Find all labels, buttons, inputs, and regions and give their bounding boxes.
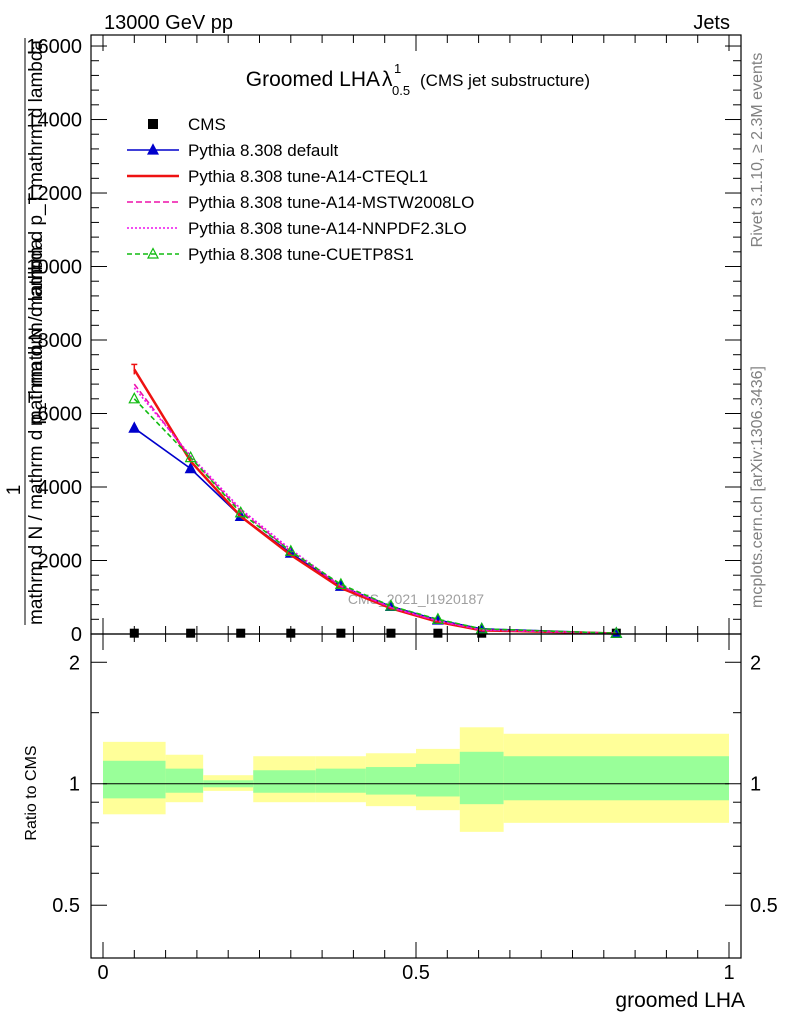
legend-marker-cuetp xyxy=(147,247,159,259)
series-marker-cuetp xyxy=(384,599,397,611)
series-marker-cuetp xyxy=(234,505,247,518)
title-superscript: 1 xyxy=(394,61,401,76)
series-line-cuetp xyxy=(133,398,617,635)
mcplots-label: mcplots.cern.ch [arXiv:1306.3436] xyxy=(749,366,766,608)
cms-data-point xyxy=(386,628,396,638)
ratio-y-axis-label: Ratio to CMS xyxy=(23,745,40,840)
plot-subtitle: (CMS jet substructure) xyxy=(420,71,590,90)
ratio-inner-band-bin xyxy=(416,763,460,797)
series-marker-cuetp xyxy=(284,544,297,556)
legend: CMS Pythia 8.308 default Pythia 8.308 tune… xyxy=(127,115,474,264)
series-marker-cuetp xyxy=(431,612,444,624)
category-label: Jets xyxy=(693,12,730,34)
ratio-y-tick-label-right: 1 xyxy=(750,774,761,796)
main-panel: Groomed LHA λ 1 0.5 (CMS jet substructur… xyxy=(4,34,742,646)
legend-marker-cms xyxy=(148,119,158,129)
x-tick-label: 1 xyxy=(723,962,734,984)
series-marker-cuetp xyxy=(334,577,347,589)
legend-entry-label: Pythia 8.308 tune-A14-CTEQL1 xyxy=(188,167,428,186)
main-axes: 0 2000 4000 6000 8000 10000 12000 14000 16000 xyxy=(26,34,742,646)
series-marker-cuetp xyxy=(184,450,197,463)
ratio-axes: 0.5 0.5 1 1 2 2 0 0.5 1 xyxy=(52,633,778,984)
main-y-tick-label: 4000 xyxy=(38,477,83,499)
ratio-panel: 0.5 0.5 1 1 2 2 0 0.5 1 Ratio to CMS groomed LHA xyxy=(23,633,778,1012)
ratio-inner-band-bin xyxy=(503,756,729,801)
ratio-y-tick-label-right: 2 xyxy=(750,652,761,674)
rivet-label: Rivet 3.1.10, ≥ 2.3M events xyxy=(749,53,766,248)
ratio-y-tick-label: 0.5 xyxy=(52,895,80,917)
main-y-tick-label: 16000 xyxy=(26,36,82,58)
x-tick-label: 0.5 xyxy=(402,962,430,984)
energy-label: 13000 GeV pp xyxy=(104,12,233,34)
main-y-tick-label: 0 xyxy=(71,624,82,646)
x-axis-label: groomed LHA xyxy=(615,989,745,1012)
title-subscript: 0.5 xyxy=(392,83,410,98)
x-tick-label: 0 xyxy=(97,962,108,984)
ratio-inner-band-bin xyxy=(315,768,366,793)
plot-title: Groomed LHA xyxy=(246,68,380,91)
series-marker-default xyxy=(128,421,141,433)
series-marker-default xyxy=(184,461,197,474)
main-y-tick-label: 10000 xyxy=(26,257,82,279)
main-series-group xyxy=(128,363,623,638)
legend-entry-label: CMS xyxy=(188,115,226,134)
title-lambda-symbol: λ xyxy=(382,68,393,91)
ratio-inner-band-bin xyxy=(459,751,504,805)
ratio-inner-band-bin xyxy=(253,770,316,793)
cms-data-point xyxy=(336,628,346,638)
cms-data-point xyxy=(433,628,443,638)
ratio-y-tick-label-right: 0.5 xyxy=(750,895,778,917)
main-y-tick-label: 8000 xyxy=(38,330,83,352)
legend-marker-default xyxy=(147,143,159,155)
main-y-tick-label: 6000 xyxy=(38,404,83,426)
legend-entry-label: Pythia 8.308 tune-A14-MSTW2008LO xyxy=(188,193,474,212)
main-y-tick-label: 12000 xyxy=(26,183,82,205)
series-marker-cuetp xyxy=(610,626,623,638)
ratio-inner-band-bin xyxy=(103,760,166,799)
legend-entry-label: Pythia 8.308 tune-CUETP8S1 xyxy=(188,245,414,264)
cms-data-point xyxy=(186,628,196,638)
legend-entry-label: Pythia 8.308 default xyxy=(188,141,339,160)
main-y-tick-label: 2000 xyxy=(38,551,83,573)
ratio-inner-band-bin xyxy=(365,767,416,795)
y-axis-label-bottom: mathrm d N / mathrm d p_T mathrm d lambd… xyxy=(26,238,47,625)
ratio-inner-band-bin xyxy=(165,768,204,793)
ratio-y-tick-label: 1 xyxy=(69,774,80,796)
y-axis-label-top: mathrm d N / mathrm d p_T mathrm d lambd… xyxy=(26,40,47,427)
ratio-y-tick-label: 2 xyxy=(69,652,80,674)
series-marker-cuetp xyxy=(128,392,141,404)
y-axis-label-one: 1 xyxy=(4,485,25,496)
ratio-bands xyxy=(103,727,729,832)
cms-data-point xyxy=(236,628,246,638)
legend-entry-label: Pythia 8.308 tune-A14-NNPDF2.3LO xyxy=(188,219,467,238)
main-y-tick-label: 14000 xyxy=(26,110,82,132)
series-line-nnpdf xyxy=(133,387,617,635)
series-marker-cuetp xyxy=(475,622,488,634)
